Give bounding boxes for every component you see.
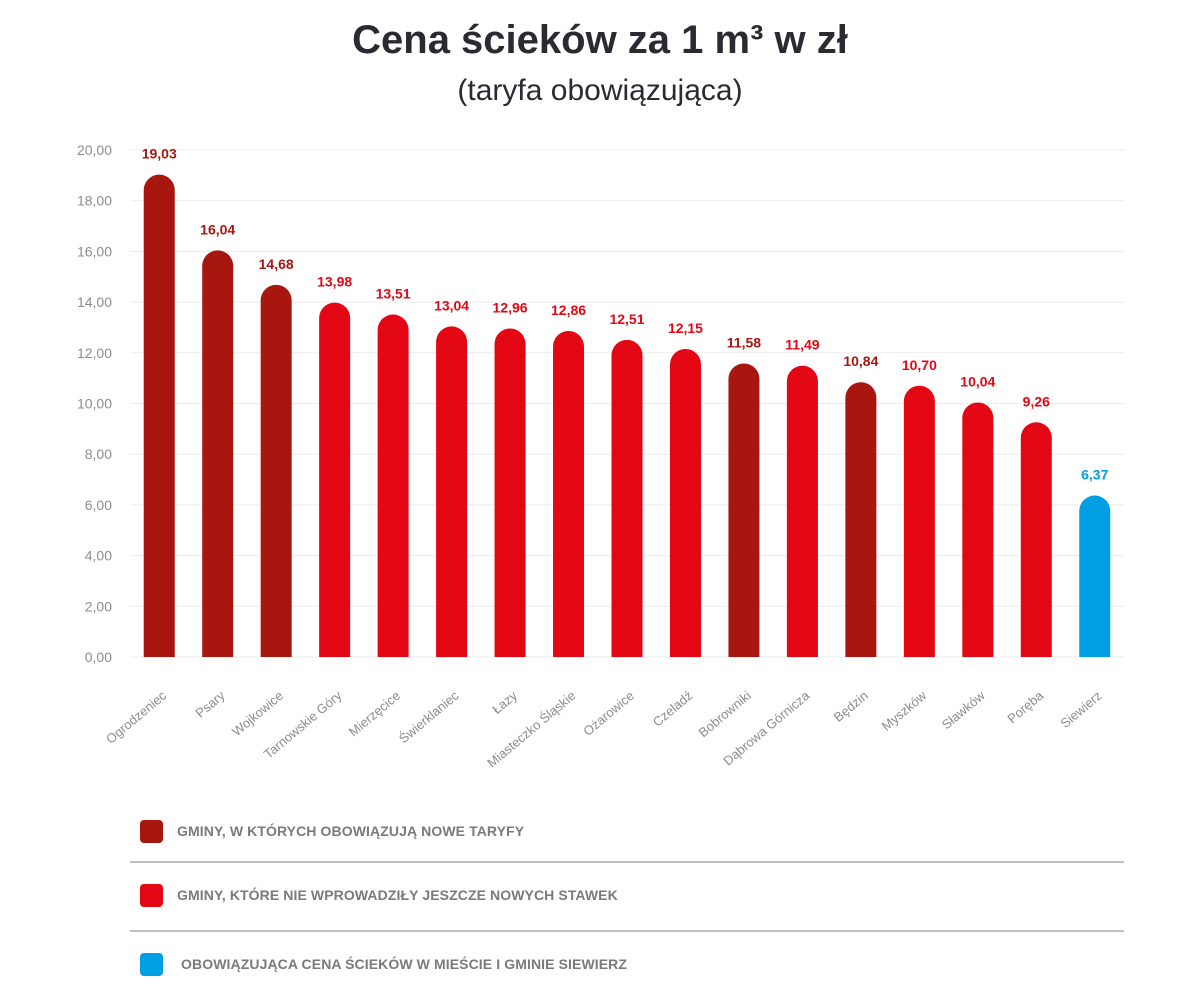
y-tick-label: 16,00 — [77, 243, 112, 259]
bar-1 — [202, 250, 234, 657]
y-tick-label: 8,00 — [85, 446, 112, 462]
bar-0 — [143, 174, 175, 658]
x-tick-label: Myszków — [879, 687, 930, 733]
data-label: 10,84 — [843, 353, 878, 369]
bar-13 — [903, 385, 935, 657]
x-tick-label: Poręba — [1004, 687, 1046, 726]
x-tick-label: Mierzęcice — [346, 688, 403, 739]
legend-item-old-rates: GMINY, KTÓRE NIE WPROWADZIŁY JESZCZE NOW… — [140, 883, 618, 907]
legend-divider — [130, 861, 1124, 863]
legend-label-new: GMINY, W KTÓRYCH OBOWIĄZUJĄ NOWE TARYFY — [177, 823, 525, 839]
bar-5 — [436, 326, 468, 657]
data-label: 13,04 — [434, 297, 469, 313]
data-label: 19,03 — [142, 146, 177, 162]
x-tick-label: Świerklaniec — [396, 687, 462, 746]
bar-9 — [669, 348, 701, 657]
data-label: 13,51 — [376, 286, 411, 302]
x-tick-label: Ożarowice — [580, 688, 637, 739]
data-label: 12,15 — [668, 320, 703, 336]
data-label: 11,58 — [727, 334, 761, 350]
y-tick-label: 2,00 — [85, 598, 112, 614]
legend-label-old: GMINY, KTÓRE NIE WPROWADZIŁY JESZCZE NOW… — [177, 887, 618, 903]
bar-2 — [260, 284, 292, 657]
legend-divider — [130, 930, 1124, 932]
bar-8 — [611, 339, 643, 657]
data-label: 10,70 — [902, 357, 937, 373]
y-tick-label: 10,00 — [77, 396, 112, 412]
data-label: 11,49 — [785, 337, 819, 353]
x-tick-label: Ogrodzeniec — [103, 687, 169, 746]
bar-16 — [1079, 495, 1111, 657]
bar-4 — [377, 314, 409, 657]
legend-item-siewierz: OBOWIĄZUJĄCA CENA ŚCIEKÓW W MIEŚCIE I GM… — [140, 952, 627, 976]
data-label: 13,98 — [317, 274, 352, 290]
legend-item-new-tariffs: GMINY, W KTÓRYCH OBOWIĄZUJĄ NOWE TARYFY — [140, 819, 524, 843]
data-label: 6,37 — [1081, 467, 1108, 483]
data-label: 10,04 — [960, 373, 995, 389]
x-tick-label: Będzin — [831, 688, 871, 725]
y-tick-label: 4,00 — [85, 548, 112, 564]
y-tick-label: 14,00 — [77, 294, 112, 310]
bar-14 — [962, 402, 994, 657]
y-tick-label: 6,00 — [85, 497, 112, 513]
data-label: 14,68 — [259, 256, 294, 272]
x-tick-label: Psary — [193, 687, 228, 720]
data-label: 12,96 — [493, 299, 528, 315]
bar-7 — [553, 330, 585, 657]
bar-15 — [1020, 422, 1052, 657]
y-tick-label: 18,00 — [77, 193, 112, 209]
chart-title: Cena ścieków za 1 m³ w zł — [352, 18, 848, 62]
y-tick-label: 20,00 — [77, 142, 112, 158]
data-label: 12,51 — [609, 311, 644, 327]
x-tick-label: Bobrowniki — [696, 688, 754, 740]
data-label: 9,26 — [1023, 393, 1050, 409]
bar-11 — [786, 365, 818, 657]
x-tick-label: Sławków — [939, 687, 988, 732]
legend-label-siewierz: OBOWIĄZUJĄCA CENA ŚCIEKÓW W MIEŚCIE I GM… — [181, 956, 628, 972]
legend-swatch-new — [140, 819, 163, 843]
chart-subtitle: (taryfa obowiązująca) — [457, 74, 743, 107]
x-tick-label: Łazy — [489, 687, 520, 716]
bar-10 — [728, 363, 760, 657]
y-tick-label: 0,00 — [85, 649, 112, 665]
y-tick-label: 12,00 — [77, 345, 112, 361]
legend-swatch-old — [140, 883, 163, 907]
x-tick-label: Wojkowice — [229, 688, 286, 739]
x-tick-label: Siewierz — [1057, 688, 1104, 731]
legend-swatch-siewierz — [140, 952, 163, 976]
bar-3 — [319, 302, 351, 657]
bar-chart: 0,00 2,00 4,00 6,00 8,00 10,00 12,00 14,00 16,00… — [77, 142, 1124, 770]
data-label: 12,86 — [551, 302, 586, 318]
data-label: 16,04 — [200, 221, 235, 237]
bar-6 — [494, 328, 526, 657]
x-tick-label: Czeladź — [650, 688, 696, 730]
bar-12 — [845, 382, 877, 657]
